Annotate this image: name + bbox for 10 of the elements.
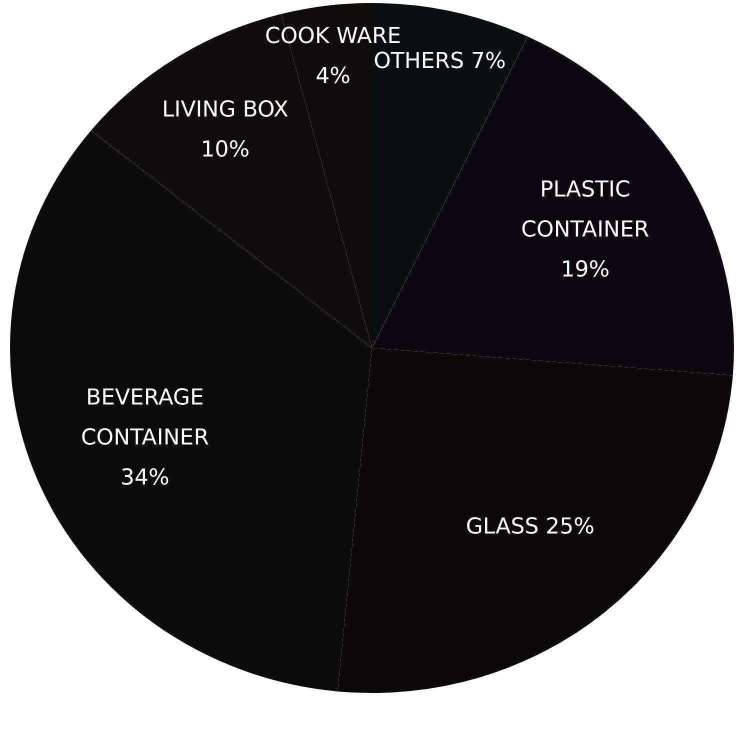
slice-label: COOK WARE bbox=[264, 24, 402, 50]
data-label: 10% bbox=[200, 137, 250, 162]
slice-label: BEVERAGE CONTAINER bbox=[80, 386, 209, 451]
slice-label: GLASS 25% bbox=[466, 514, 595, 540]
data-label: 34% bbox=[120, 466, 170, 491]
slice-label: LIVING BOX bbox=[162, 97, 288, 122]
data-label: 19% bbox=[560, 258, 610, 283]
data-label: 4% bbox=[316, 64, 350, 90]
slice-label: PLASTIC CONTAINER bbox=[521, 178, 650, 243]
slice-label: OTHERS 7% bbox=[374, 48, 506, 74]
